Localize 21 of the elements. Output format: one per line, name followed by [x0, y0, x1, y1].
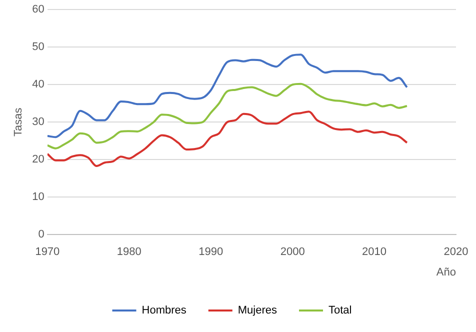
line-series: [47, 82, 408, 150]
y-axis-title: Tasas: [12, 107, 25, 136]
x-tick-label: 1970: [35, 246, 60, 258]
y-tick-label: 40: [32, 78, 44, 91]
y-tick-label: 30: [32, 116, 44, 128]
y-tick-label: 60: [32, 4, 44, 16]
x-tick-label: 2000: [280, 246, 305, 258]
x-axis-title: Año: [436, 266, 456, 278]
y-tick-label: 0: [38, 228, 44, 241]
x-tick-label: 2020: [444, 246, 468, 258]
x-tick-label: 2010: [362, 246, 387, 258]
line-series: [47, 110, 408, 167]
line-series: [47, 54, 408, 138]
legend-label: Mujeres: [238, 304, 278, 317]
y-tick-label: 50: [32, 41, 44, 54]
x-tick-label: 1980: [116, 246, 142, 258]
y-tick-label: 20: [32, 154, 44, 166]
y-tick-label: 10: [32, 191, 44, 204]
x-tick-label: 1990: [198, 246, 224, 258]
legend-label: Hombres: [142, 304, 187, 317]
legend-label: Total: [328, 304, 352, 317]
